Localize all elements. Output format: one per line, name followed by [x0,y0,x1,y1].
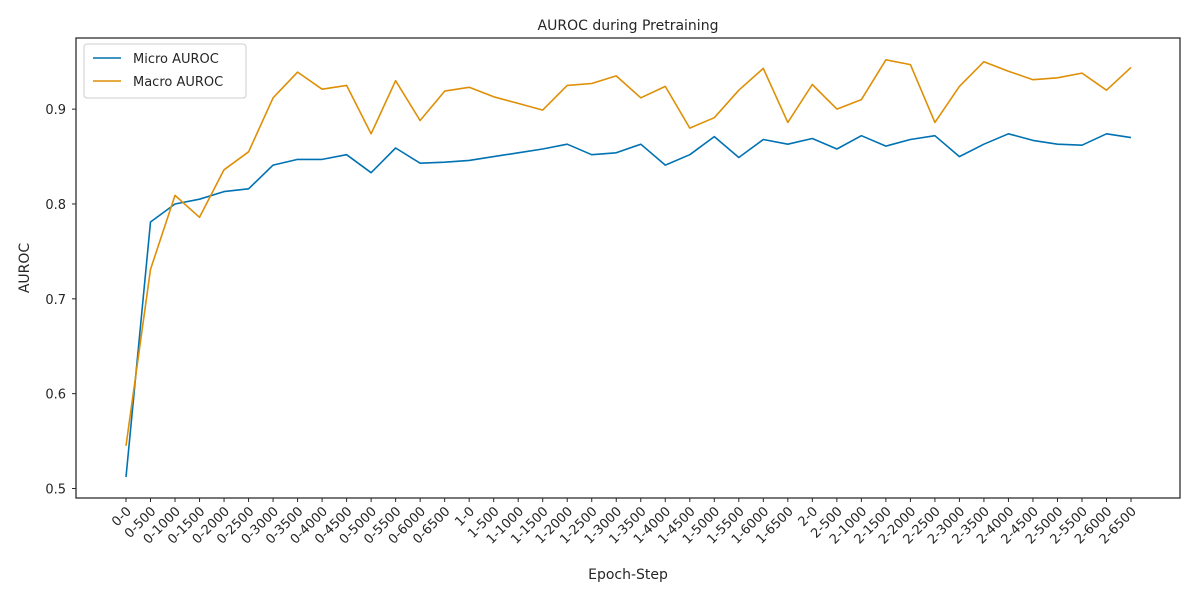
series-line-macro-auroc [125,58,1132,446]
x-axis-label: Epoch-Step [588,567,668,583]
y-axis-label: AUROC [17,243,33,294]
legend-label: Micro AUROC [133,52,219,67]
series-line-micro-auroc [125,133,1132,478]
y-tick-label: 0.7 [45,293,66,308]
y-tick-label: 0.5 [45,483,66,498]
y-tick-label: 0.8 [45,198,66,213]
x-axis: 0-00-5000-10000-15000-20000-25000-30000-… [109,498,1140,547]
plot-lines [125,58,1132,478]
y-axis: 0.5 0.6 0.7 0.8 0.9 [45,103,76,498]
legend-label: Macro AUROC [133,75,223,90]
legend-box [83,43,247,99]
chart-title: AUROC during Pretraining [538,18,719,34]
y-tick-label: 0.9 [45,103,66,118]
legend: Micro AUROC Macro AUROC [83,43,247,99]
plot-frame [75,37,1181,499]
y-tick-label: 0.6 [45,388,66,403]
